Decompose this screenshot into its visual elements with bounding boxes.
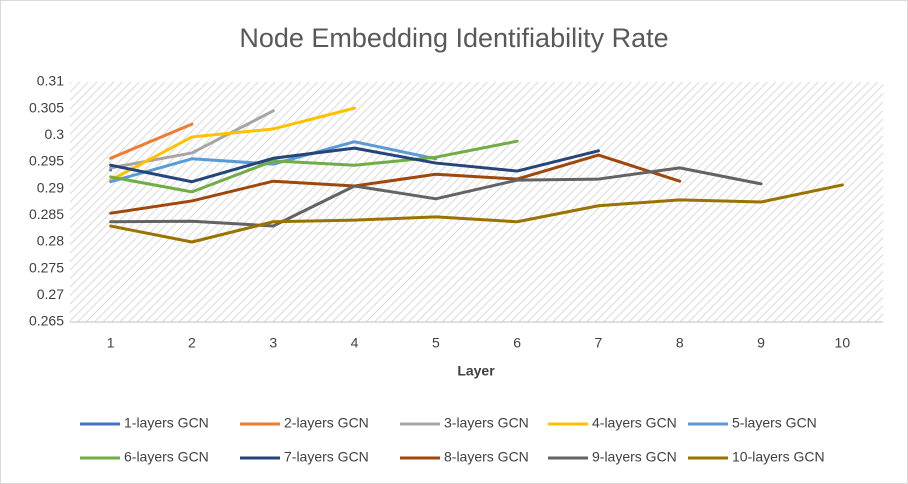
series-line xyxy=(109,140,438,184)
legend-label: 6-layers GCN xyxy=(124,449,209,465)
legend-label: 5-layers GCN xyxy=(732,415,817,431)
x-tick-label: 3 xyxy=(269,335,277,351)
series-line xyxy=(109,153,682,215)
series-line xyxy=(109,122,194,160)
y-tick-label: 0.3 xyxy=(45,126,65,142)
legend-label: 1-layers GCN xyxy=(124,415,209,431)
legend-label: 7-layers GCN xyxy=(284,449,369,465)
series-line xyxy=(109,106,357,182)
legend-label: 10-layers GCN xyxy=(732,449,825,465)
y-tick-label: 0.285 xyxy=(29,206,64,222)
legend-label: 8-layers GCN xyxy=(444,449,529,465)
x-tick-label: 8 xyxy=(676,335,684,351)
y-tick-label: 0.27 xyxy=(37,286,64,302)
x-tick-label: 5 xyxy=(432,335,440,351)
y-tick-label: 0.29 xyxy=(37,179,64,195)
x-tick-label: 4 xyxy=(351,335,359,351)
legend-label: 9-layers GCN xyxy=(592,449,677,465)
legend-label: 3-layers GCN xyxy=(444,415,529,431)
x-tick-label: 10 xyxy=(835,335,851,351)
legend-label: 4-layers GCN xyxy=(592,415,677,431)
y-tick-label: 0.295 xyxy=(29,153,64,169)
x-tick-label: 9 xyxy=(757,335,765,351)
x-tick-label: 7 xyxy=(595,335,603,351)
x-axis-label: Layer xyxy=(457,363,495,379)
chart-title: Node Embedding Identifiability Rate xyxy=(239,23,668,53)
y-tick-label: 0.265 xyxy=(29,313,64,329)
series-line xyxy=(109,183,844,244)
x-tick-label: 1 xyxy=(107,335,115,351)
y-tick-label: 0.275 xyxy=(29,259,64,275)
series-line xyxy=(109,166,763,228)
x-tick-label: 2 xyxy=(188,335,196,351)
series-line xyxy=(109,109,275,170)
x-tick-label: 6 xyxy=(513,335,521,351)
y-tick-label: 0.31 xyxy=(37,73,64,89)
legend-label: 2-layers GCN xyxy=(284,415,369,431)
series-line xyxy=(109,146,600,184)
y-tick-label: 0.28 xyxy=(37,233,64,249)
y-tick-label: 0.305 xyxy=(29,99,64,115)
series-line xyxy=(109,139,519,194)
